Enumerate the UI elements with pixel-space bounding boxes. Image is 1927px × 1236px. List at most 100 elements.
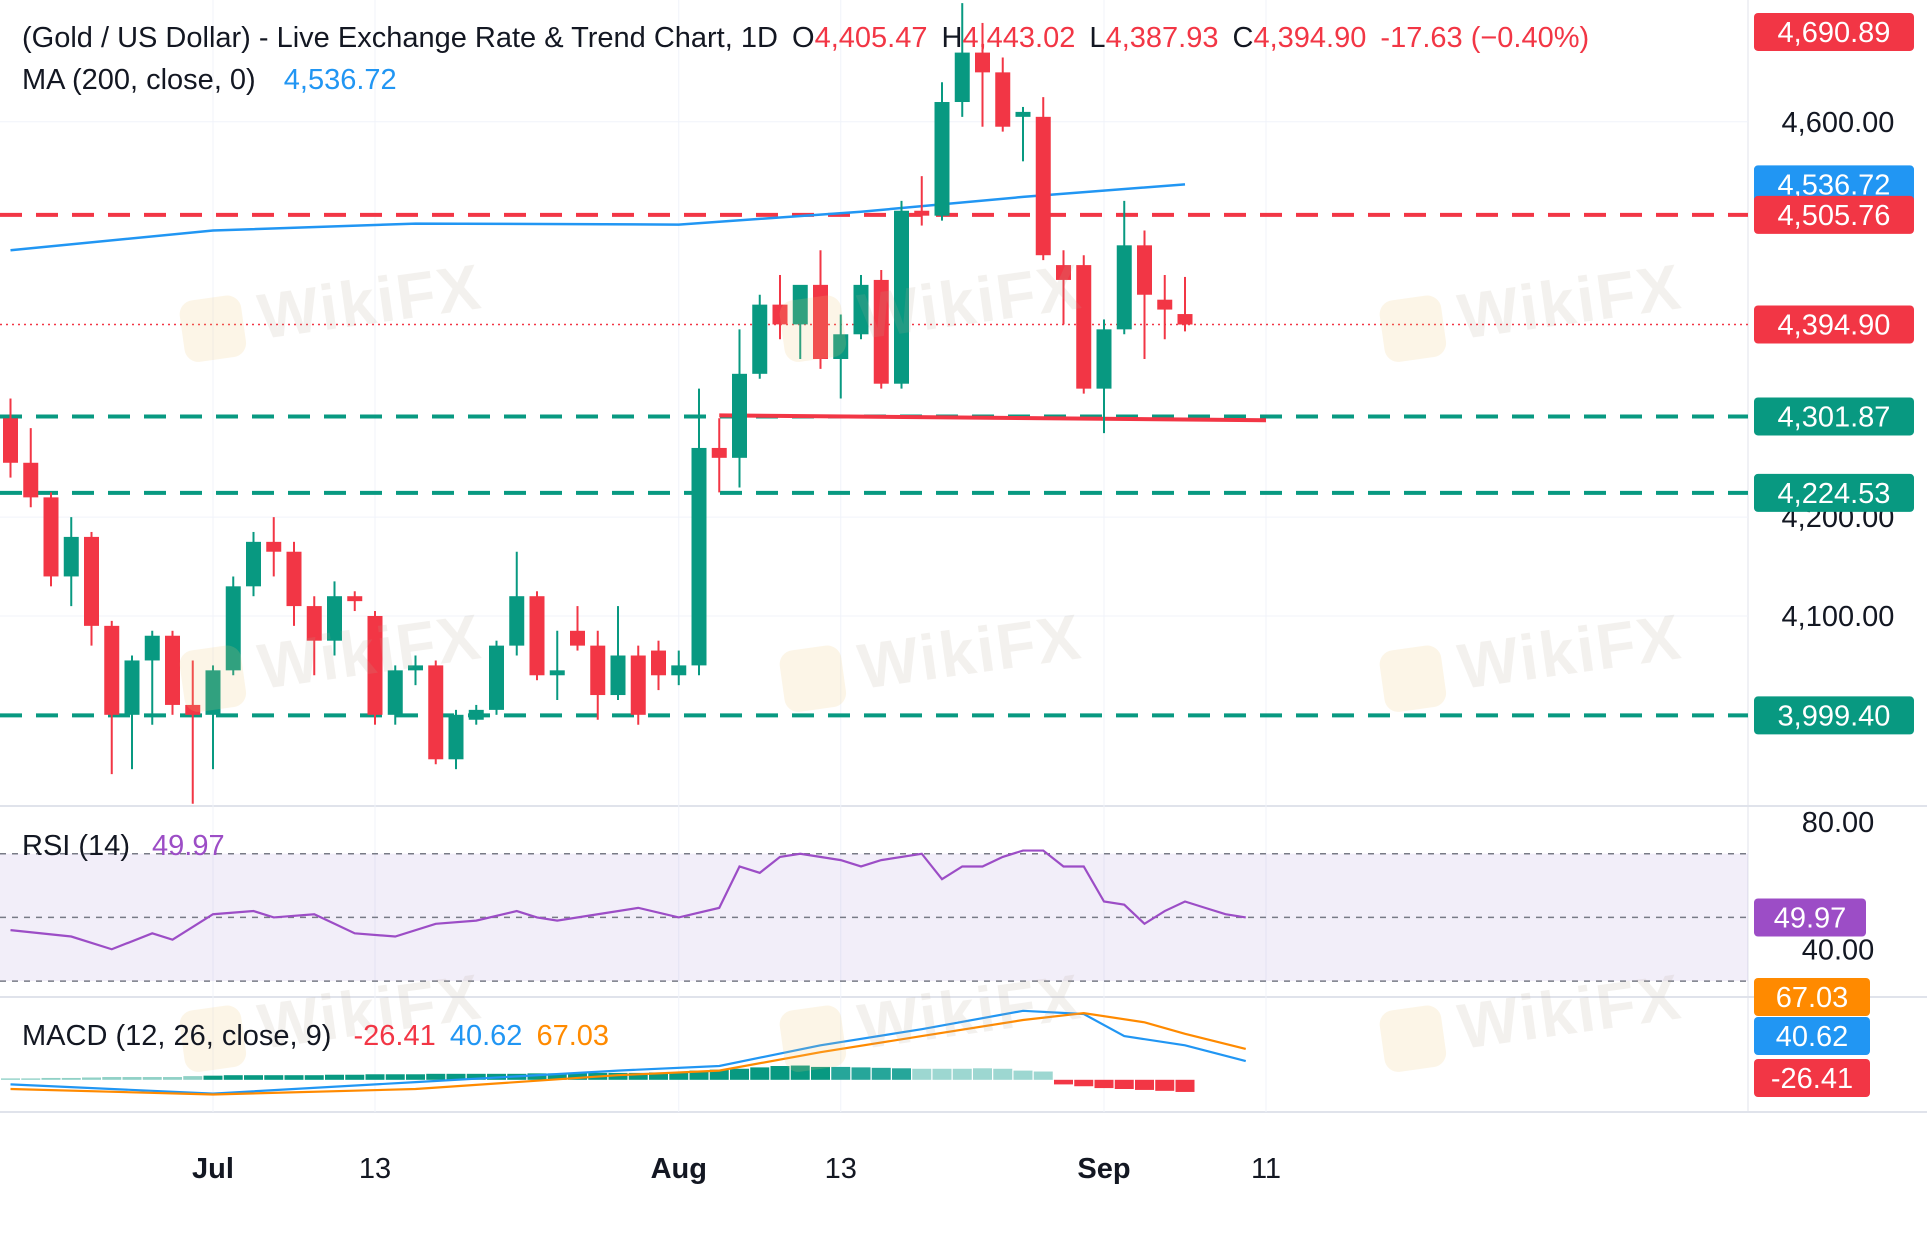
candle-body xyxy=(144,635,160,661)
candle-body xyxy=(448,714,464,760)
price-tag xyxy=(1754,397,1914,436)
ma-legend-value: 4,536.72 xyxy=(283,64,397,96)
candle-body xyxy=(732,373,747,458)
macd-hist-bar xyxy=(993,1068,1013,1080)
price-tag xyxy=(1754,12,1914,51)
macd-hist-bar xyxy=(608,1072,628,1080)
macd-hist-bar xyxy=(142,1077,162,1080)
price-tag xyxy=(1754,473,1914,512)
price-tag-label: 4,690.89 xyxy=(1778,17,1891,49)
candle-body xyxy=(975,52,990,73)
macd-tag xyxy=(1754,1017,1870,1055)
candle-body xyxy=(590,645,606,696)
low-label: L xyxy=(1089,22,1106,54)
rsi-tag xyxy=(1754,898,1866,937)
x-tick-label: Sep xyxy=(1077,1153,1130,1185)
candle-body xyxy=(23,462,39,498)
macd-hist-bar xyxy=(61,1077,81,1080)
macd-hist-bar xyxy=(426,1073,446,1080)
candle-body xyxy=(43,497,59,577)
symbol-title[interactable]: (Gold / US Dollar) - Live Exchange Rate … xyxy=(22,22,778,54)
candle-body xyxy=(306,606,322,641)
rsi-legend[interactable]: RSI (14) 49.97 xyxy=(22,830,231,863)
price-tag xyxy=(1754,696,1914,735)
candle-body xyxy=(833,334,849,359)
macd-hist-bar xyxy=(1054,1079,1073,1085)
macd-hist-bar xyxy=(385,1074,405,1080)
macd-hist-bar xyxy=(365,1074,385,1080)
candle-body xyxy=(691,447,707,666)
price-tag xyxy=(1754,165,1914,204)
candle-body xyxy=(185,704,201,715)
rsi-legend-value: 49.97 xyxy=(152,830,225,862)
candle-body xyxy=(286,551,302,607)
candle-body xyxy=(894,210,909,384)
macd-tag xyxy=(1754,1059,1870,1097)
macd-tag xyxy=(1754,978,1870,1016)
macd-hist-bar xyxy=(547,1073,567,1080)
candle-body xyxy=(1157,299,1173,310)
candle-body xyxy=(468,709,484,720)
macd-hist-bar xyxy=(1094,1079,1114,1089)
macd-hist-bar xyxy=(892,1068,911,1080)
candle-body xyxy=(873,279,889,384)
candle-body xyxy=(651,650,666,676)
candle-body xyxy=(1177,314,1193,325)
candle-body xyxy=(1056,265,1071,280)
close-value: 4,394.90 xyxy=(1253,22,1367,54)
candle-body xyxy=(570,630,585,646)
macd-legend[interactable]: MACD (12, 26, close, 9) -26.41 40.62 67.… xyxy=(22,1020,615,1053)
candle-body xyxy=(205,670,221,715)
rsi-band xyxy=(0,853,1748,982)
x-tick-label: Aug xyxy=(651,1153,707,1185)
high-value: 4,443.02 xyxy=(962,22,1076,54)
ma-legend-label: MA (200, close, 0) xyxy=(22,64,256,96)
candle-body xyxy=(630,655,646,715)
macd-hist-bar xyxy=(284,1075,304,1080)
macd-hist-bar xyxy=(831,1066,851,1080)
candle-body xyxy=(914,210,930,216)
candle-body xyxy=(1076,265,1092,389)
candle-body xyxy=(995,72,1011,127)
rsi-tag-label: 49.97 xyxy=(1774,903,1847,935)
macd-hist-bar xyxy=(406,1074,425,1080)
rsi-line xyxy=(10,849,1246,951)
macd-hist-bar xyxy=(1033,1071,1053,1080)
candle-body xyxy=(367,615,383,715)
macd-hist-bar xyxy=(527,1073,547,1080)
candle-body xyxy=(1096,329,1112,389)
macd-signal-line xyxy=(10,1011,1247,1096)
ma-legend[interactable]: MA (200, close, 0) 4,536.72 xyxy=(22,64,403,97)
macd-hist-bar xyxy=(689,1070,709,1080)
x-tick-label: 13 xyxy=(359,1153,391,1185)
macd-hist-bar xyxy=(163,1077,182,1080)
ma200-line xyxy=(10,183,1186,252)
x-tick-label: 11 xyxy=(1251,1153,1281,1185)
macd-hist-bar xyxy=(952,1068,972,1080)
x-tick-label: Jul xyxy=(192,1153,234,1185)
candle-body xyxy=(63,536,79,577)
macd-tag-label: -26.41 xyxy=(1771,1063,1853,1095)
support-trendline xyxy=(719,413,1267,423)
macd-hist-bar xyxy=(770,1066,790,1080)
candle-body xyxy=(3,418,18,463)
macd-hist-bar xyxy=(82,1077,101,1080)
close-label: C xyxy=(1232,22,1254,54)
candle-body xyxy=(327,596,342,641)
price-tag-label: 4,301.87 xyxy=(1778,401,1891,433)
high-label: H xyxy=(941,22,963,54)
price-legend: (Gold / US Dollar) - Live Exchange Rate … xyxy=(22,22,1595,55)
candle-body xyxy=(266,541,282,552)
low-value: 4,387.93 xyxy=(1105,22,1219,54)
macd-hist-bar xyxy=(851,1067,871,1080)
candle-body xyxy=(853,284,869,335)
rsi-tick-label: 80.00 xyxy=(1802,807,1875,839)
macd-hist-bar xyxy=(628,1072,648,1080)
macd-line xyxy=(10,1009,1247,1095)
macd-hist-bar xyxy=(1013,1070,1033,1080)
candle-body xyxy=(1137,245,1152,295)
macd-hist-bar xyxy=(325,1074,344,1080)
macd-hist-bar xyxy=(1114,1079,1134,1089)
candle-body xyxy=(772,304,788,325)
